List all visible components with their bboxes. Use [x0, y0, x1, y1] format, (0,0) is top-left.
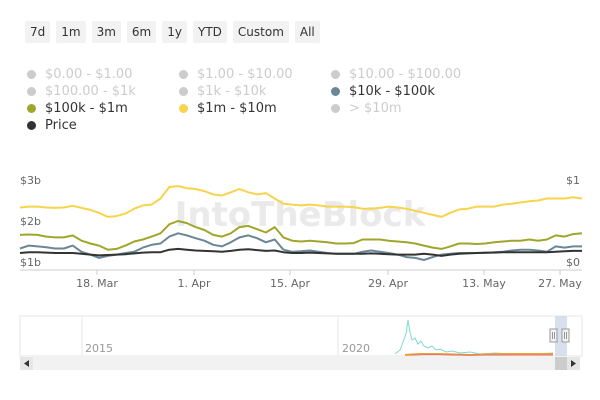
legend-label: $0.00 - $1.00	[45, 67, 133, 82]
legend-label: $100k - $1m	[45, 101, 128, 116]
legend-label: $1.00 - $10.00	[197, 67, 293, 82]
range-button-7d[interactable]: 7d	[25, 21, 51, 43]
legend-label: $100.00 - $1k	[45, 84, 136, 99]
navigator-handle-right[interactable]	[561, 328, 570, 343]
range-selector: 7d 1m 3m 6m 1y YTD Custom All	[25, 21, 320, 43]
legend-item-3[interactable]: $100.00 - $1k	[27, 83, 136, 100]
legend-item-6[interactable]: $100k - $1m	[27, 100, 128, 117]
scroll-left-arrow-icon	[24, 360, 29, 367]
x-tick-label: 18. Mar	[76, 277, 118, 290]
legend-dot-icon	[27, 121, 36, 130]
range-button-all[interactable]: All	[294, 21, 320, 43]
x-tick-label: 15. Apr	[270, 277, 310, 290]
legend-dot-icon	[331, 70, 340, 79]
legend-dot-icon	[27, 87, 36, 96]
scrollbar-track[interactable]	[20, 357, 580, 370]
navigator-series-red	[409, 353, 553, 356]
legend-dot-icon	[27, 70, 36, 79]
series-line-3	[19, 247, 582, 257]
y-tick-right-label: $1	[566, 174, 580, 187]
range-button-custom[interactable]: Custom	[232, 21, 289, 43]
navigator[interactable]: 2015 2020	[0, 310, 600, 375]
series-lines	[19, 185, 583, 261]
main-chart: IntoTheBlock $1b $2b $3b $0 $1 18. Mar 1. Ap…	[19, 174, 583, 290]
navigator-label-2015: 2015	[85, 342, 113, 355]
scroll-right-arrow-icon	[571, 360, 576, 367]
navigator-handle-left[interactable]	[549, 328, 558, 343]
y-axis-right: $0 $1	[566, 174, 580, 269]
legend-label: $1m - $10m	[197, 101, 277, 116]
legend-item-4[interactable]: $1k - $10k	[179, 83, 266, 100]
legend-item-7[interactable]: $1m - $10m	[179, 100, 277, 117]
navigator-selected-range[interactable]	[555, 316, 567, 356]
legend-item-8[interactable]: > $10m	[331, 100, 402, 117]
legend-dot-icon	[179, 104, 188, 113]
range-button-ytd[interactable]: YTD	[193, 21, 227, 43]
x-axis: 18. Mar 1. Apr 15. Apr 29. Apr 13. May 27. Ma…	[76, 270, 582, 290]
y-tick-left-label: $2b	[20, 215, 41, 228]
legend-dot-icon	[27, 104, 36, 113]
legend-label: > $10m	[349, 101, 402, 116]
x-tick-label: 13. May	[462, 277, 506, 290]
x-tick-label: 29. Apr	[368, 277, 408, 290]
legend-label: $10k - $100k	[349, 84, 435, 99]
series-line-0	[19, 185, 583, 218]
range-button-3m[interactable]: 3m	[91, 21, 121, 43]
scrollbar-thumb[interactable]	[555, 357, 567, 370]
range-button-1y[interactable]: 1y	[162, 21, 187, 43]
chart-watermark: IntoTheBlock	[175, 195, 427, 235]
y-tick-left-label: $3b	[20, 174, 41, 187]
legend-item-5[interactable]: $10k - $100k	[331, 83, 435, 100]
x-tick-label: 1. Apr	[177, 277, 210, 290]
legend-dot-icon	[179, 87, 188, 96]
y-tick-left-label: $1b	[20, 256, 41, 269]
legend-item-2[interactable]: $10.00 - $100.00	[331, 66, 461, 83]
range-button-1m[interactable]: 1m	[56, 21, 86, 43]
navigator-background	[19, 315, 583, 357]
legend-dot-icon	[331, 87, 340, 96]
legend-label: $1k - $10k	[197, 84, 267, 99]
series-line-1	[19, 220, 583, 251]
legend-item-0[interactable]: $0.00 - $1.00	[27, 66, 132, 83]
y-tick-right-label: $0	[566, 256, 580, 269]
legend-label: $10.00 - $100.00	[349, 67, 462, 82]
legend-label: Price	[45, 118, 77, 133]
x-tick-label: 27. May	[538, 277, 582, 290]
y-axis-left: $1b $2b $3b	[20, 174, 41, 269]
legend-item-1[interactable]: $1.00 - $10.00	[179, 66, 293, 83]
legend-item-9[interactable]: Price	[27, 117, 77, 134]
legend-dot-icon	[179, 70, 188, 79]
range-button-6m[interactable]: 6m	[126, 21, 157, 43]
navigator-label-2020: 2020	[342, 342, 370, 355]
legend-dot-icon	[331, 104, 340, 113]
